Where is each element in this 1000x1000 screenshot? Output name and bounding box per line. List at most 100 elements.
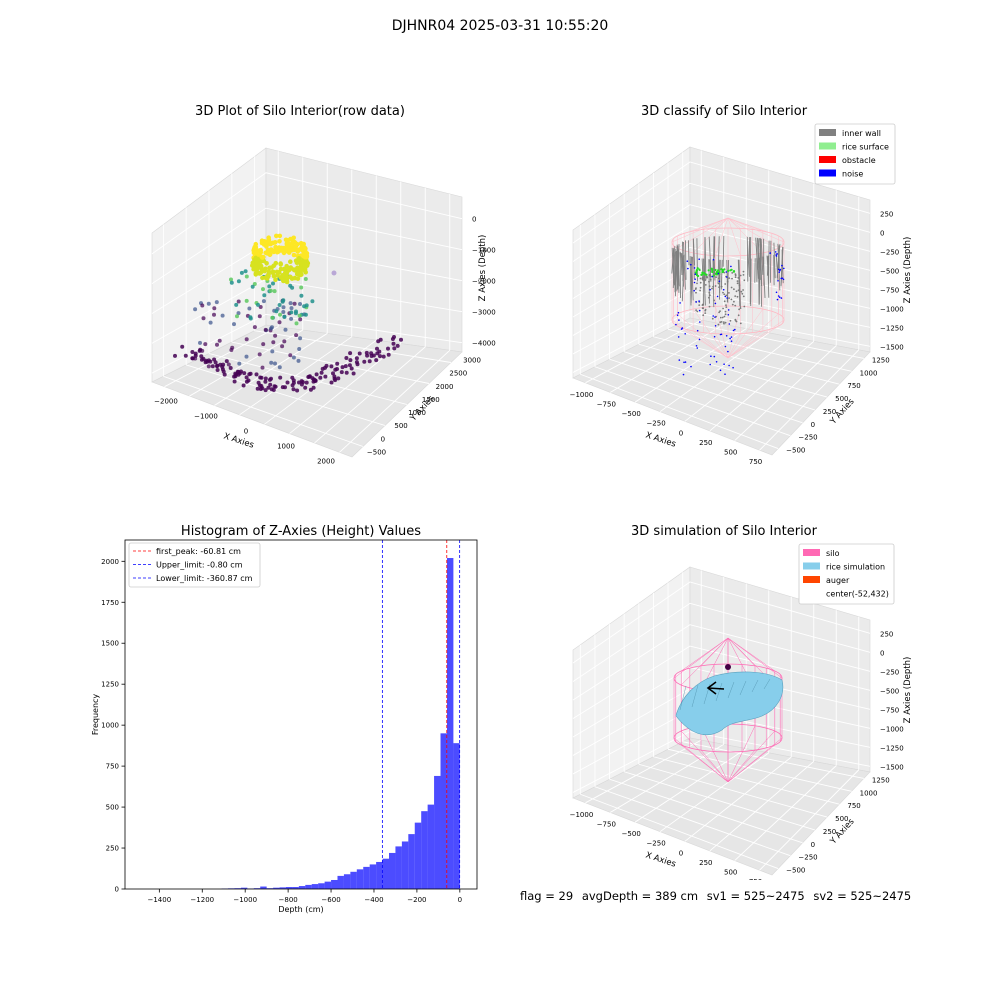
inner-wall-point: [692, 238, 695, 279]
inner-wall-point: [718, 286, 720, 289]
histogram-bar: [414, 822, 422, 889]
y-tick-label: 3000: [463, 357, 481, 365]
histogram-bar: [285, 887, 293, 889]
plot2-title: 3D classify of Silo Interior: [640, 104, 808, 119]
data-point: [270, 325, 274, 330]
inner-wall-point: [742, 295, 745, 298]
data-point: [307, 374, 312, 379]
y-tick-label: 250: [106, 845, 119, 853]
x-tick-label: −400: [364, 896, 383, 904]
inner-wall-point: [709, 259, 712, 282]
inner-wall-point: [736, 295, 739, 298]
x-tick-label: 0: [458, 896, 462, 904]
histogram-bar: [298, 886, 306, 889]
grid-line: [759, 349, 860, 451]
data-point: [259, 240, 265, 246]
inner-wall-point: [734, 319, 737, 321]
data-point: [293, 267, 299, 272]
data-point: [235, 314, 239, 319]
silo-wire: [715, 217, 729, 229]
silo-wire: [727, 730, 775, 783]
noise-point: [696, 329, 699, 332]
data-point: [193, 356, 198, 361]
histogram-bar: [408, 834, 415, 889]
data-point: [246, 378, 251, 383]
data-point: [257, 248, 263, 253]
inner-wall-point: [724, 310, 727, 313]
inner-wall-point: [708, 296, 710, 299]
z-tick-label: −1000: [880, 305, 904, 313]
inner-wall-point: [698, 304, 701, 306]
inner-wall-point: [712, 259, 715, 308]
grid-line: [254, 330, 452, 363]
grid-line: [624, 771, 816, 831]
data-point: [280, 344, 285, 349]
legend-swatch: [819, 142, 836, 150]
inner-wall-point: [680, 252, 683, 276]
plot3-title: Histogram of Z-Axies (Height) Values: [180, 524, 422, 539]
inner-wall-point: [723, 271, 726, 274]
data-point: [226, 362, 231, 367]
inner-wall-point: [690, 256, 693, 304]
footer-flag: flag = 29: [520, 889, 574, 903]
data-point: [301, 241, 307, 247]
data-point: [277, 233, 283, 239]
data-point: [294, 333, 299, 338]
noise-point: [698, 258, 700, 261]
x-tick-label: −250: [646, 420, 665, 428]
noise-point: [714, 325, 717, 327]
rice-surface-point: [732, 270, 735, 273]
inner-wall-point: [687, 240, 690, 266]
inner-wall-point: [725, 304, 727, 306]
noise-point: [729, 337, 731, 340]
inner-wall-point: [729, 319, 732, 322]
noise-point: [693, 289, 695, 292]
noise-point: [684, 361, 687, 363]
silo-wire: [681, 730, 729, 783]
data-point: [208, 320, 213, 325]
data-point: [299, 272, 304, 277]
rice-surface-point: [717, 269, 720, 272]
grid-line: [759, 769, 860, 871]
data-point: [318, 375, 323, 380]
data-point: [250, 263, 255, 268]
data-point: [339, 370, 344, 375]
data-point: [228, 366, 233, 370]
data-point: [364, 350, 369, 355]
rice-surface-point: [714, 272, 717, 275]
inner-wall-point: [708, 305, 711, 308]
inner-wall-point: [683, 241, 686, 290]
z-tick-label: −2000: [472, 278, 496, 286]
grid-line: [151, 172, 463, 255]
data-point: [247, 372, 252, 377]
z-tick-label: −3000: [472, 309, 496, 317]
inner-wall-point: [747, 237, 751, 276]
silo-wire: [727, 749, 756, 783]
y-tick-label: 1250: [872, 356, 890, 364]
data-point: [268, 382, 273, 387]
data-point: [274, 309, 279, 314]
x-tick-label: −1000: [194, 413, 218, 421]
data-point: [277, 239, 282, 244]
silo-wire: [681, 637, 729, 672]
data-point: [173, 353, 177, 358]
noise-point: [687, 267, 689, 270]
noise-point: [723, 363, 725, 366]
inner-wall-point: [734, 276, 737, 279]
plot3-legend: first_peak: -60.81 cm Upper_limit: -0.80 …: [128, 542, 261, 588]
noise-point: [779, 269, 781, 272]
data-point: [220, 313, 225, 318]
y-tick-label: 1250: [872, 776, 890, 784]
inner-wall-point: [742, 270, 745, 273]
inner-wall-point: [737, 289, 740, 292]
data-point: [201, 316, 206, 321]
grid-line: [659, 752, 770, 833]
x-tick-label: 250: [699, 859, 712, 867]
inner-wall-point: [743, 279, 746, 282]
data-point: [301, 258, 307, 264]
noise-point: [694, 278, 696, 281]
rice-mesh-line: [739, 680, 747, 696]
inner-wall-point: [738, 284, 741, 286]
histogram-bar: [427, 804, 435, 889]
data-point: [343, 364, 348, 369]
